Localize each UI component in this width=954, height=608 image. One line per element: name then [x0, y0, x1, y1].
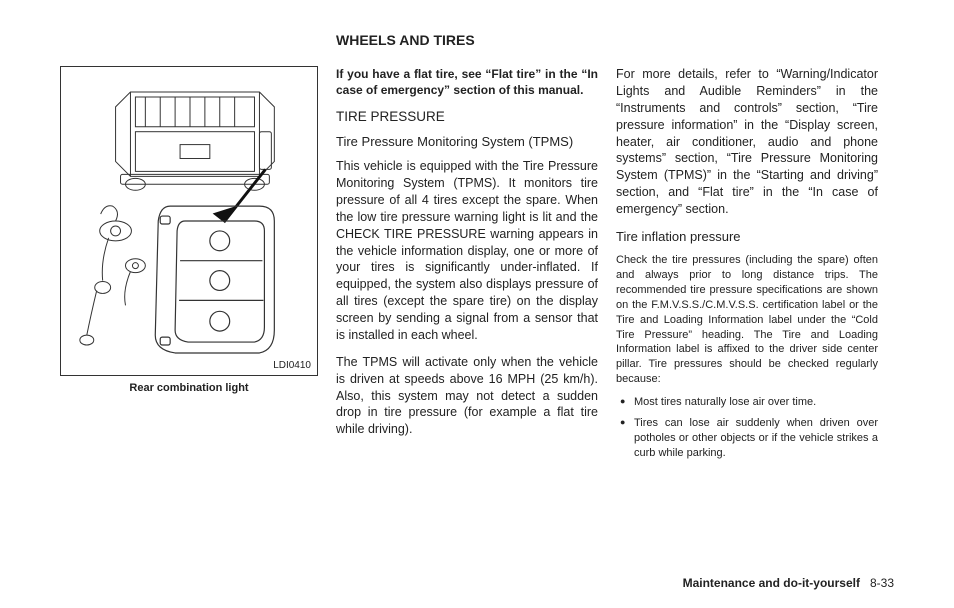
- text-column-2: For more details, refer to “Warning/Indi…: [616, 66, 878, 466]
- footer-section: Maintenance and do-it-yourself: [683, 576, 860, 590]
- rear-light-illustration: [61, 67, 317, 375]
- text-column-1: If you have a flat tire, see “Flat tire”…: [336, 66, 598, 466]
- page-footer: Maintenance and do-it-yourself 8-33: [683, 576, 894, 590]
- tpms-activation-note: The TPMS will activate only when the veh…: [336, 354, 598, 438]
- more-details-refs: For more details, refer to “Warning/Indi…: [616, 66, 878, 218]
- reasons-list: Most tires naturally lose air over time.…: [616, 395, 878, 460]
- tpms-description: This vehicle is equipped with the Tire P…: [336, 158, 598, 344]
- figure-caption: Rear combination light: [60, 382, 318, 394]
- figure-code: LDI0410: [273, 360, 311, 371]
- reason-item: Most tires naturally lose air over time.: [620, 395, 878, 410]
- reason-item: Tires can lose air suddenly when driven …: [620, 416, 878, 461]
- heading-tire-pressure: TIRE PRESSURE: [336, 108, 598, 126]
- footer-page-number: 8-33: [870, 576, 894, 590]
- flat-tire-note: If you have a flat tire, see “Flat tire”…: [336, 66, 598, 98]
- heading-tpms: Tire Pressure Monitoring System (TPMS): [336, 133, 598, 151]
- heading-inflation-pressure: Tire inflation pressure: [616, 228, 878, 246]
- inflation-pressure-text: Check the tire pressures (including the …: [616, 253, 878, 387]
- content-columns: LDI0410 Rear combination light If you ha…: [60, 66, 894, 466]
- figure-column: LDI0410 Rear combination light: [60, 66, 318, 466]
- figure-box: LDI0410: [60, 66, 318, 376]
- page-title: WHEELS AND TIRES: [336, 32, 894, 48]
